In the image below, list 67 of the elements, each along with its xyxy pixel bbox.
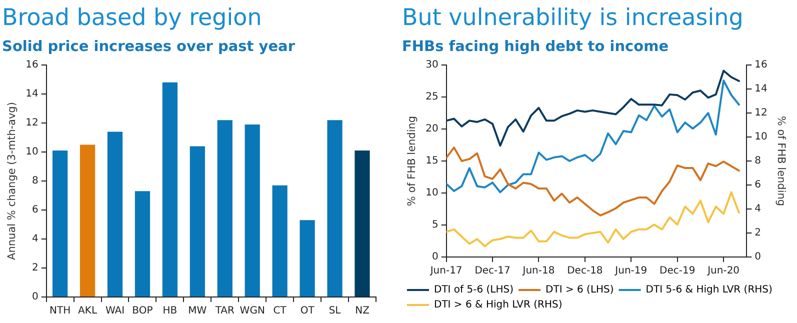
y2-tick-label: 10 <box>754 132 768 143</box>
y-tick-label: 12 <box>26 118 38 129</box>
bar <box>354 150 370 296</box>
x-tick-label: Jun-20 <box>706 266 740 277</box>
x-tick-label: HB <box>162 306 178 317</box>
bar <box>107 132 123 296</box>
x-tick-label: SL <box>328 306 342 317</box>
chart-title: But vulnerability is increasing <box>402 4 744 32</box>
bar <box>272 185 288 296</box>
bar <box>327 120 342 296</box>
y2-tick-label: 12 <box>754 108 768 119</box>
bar <box>244 124 260 296</box>
y-tick-label: 8 <box>32 176 38 187</box>
y2-tick-label: 16 <box>754 60 768 71</box>
x-tick-label: WGN <box>240 306 265 317</box>
y2-tick-label: 14 <box>754 84 768 95</box>
x-tick-label: Jun-19 <box>614 266 648 277</box>
y-tick-label: 0 <box>432 252 438 263</box>
x-tick-label: NTH <box>50 306 71 317</box>
chart-subtitle: FHBs facing high debt to income <box>402 38 670 56</box>
y2-tick-label: 4 <box>754 204 762 215</box>
y2-tick-label: 8 <box>754 156 762 167</box>
x-tick-label: Dec-17 <box>474 266 510 277</box>
x-tick-label: Jun-18 <box>522 266 555 277</box>
x-tick-label: Dec-18 <box>567 266 603 277</box>
y-axis-title: Annual % change (3-mth-avg) <box>6 102 18 260</box>
y-tick-label: 10 <box>426 188 438 199</box>
legend-label: DTI > 6 & High LVR (RHS) <box>434 300 562 311</box>
x-tick-label: Jun-17 <box>429 266 462 277</box>
y2-tick-label: 2 <box>754 228 762 239</box>
y-tick-label: 5 <box>432 220 438 231</box>
y-tick-label: 10 <box>26 146 38 158</box>
legend-label: DTI 5-6 & High LVR (RHS) <box>646 284 773 296</box>
y-tick-label: 25 <box>426 92 438 103</box>
y-tick-label: 30 <box>426 60 438 71</box>
x-tick-label: AKL <box>78 306 98 317</box>
y-tick-label: 2 <box>32 262 38 274</box>
bar <box>80 144 96 296</box>
y-tick-label: 0 <box>32 292 38 303</box>
bar <box>300 220 315 296</box>
legend-label: DTI > 6 (LHS) <box>546 284 614 296</box>
x-tick-label: CT <box>273 306 288 317</box>
y-tick-label: 14 <box>26 88 38 100</box>
y-tick-label: 16 <box>26 60 38 71</box>
bar <box>52 150 68 296</box>
chart-title: Broad based by region <box>2 4 263 32</box>
x-tick-label: NZ <box>355 306 370 317</box>
bar <box>190 146 205 296</box>
y2-tick-label: 6 <box>754 180 762 191</box>
bar <box>134 191 150 296</box>
y2-axis-title: % of FHB lending <box>774 116 787 206</box>
x-tick-label: BOP <box>132 306 153 317</box>
x-tick-label: OT <box>300 306 316 317</box>
bar <box>217 120 232 296</box>
y-tick-label: 4 <box>32 234 38 245</box>
chart-subtitle: Solid price increases over past year <box>2 38 296 56</box>
y2-tick-label: 0 <box>754 252 762 263</box>
bar <box>162 82 178 296</box>
y-tick-label: 20 <box>426 124 438 135</box>
x-tick-label: MW <box>188 306 207 317</box>
x-tick-label: WAI <box>105 306 125 317</box>
x-tick-label: Dec-19 <box>660 266 696 277</box>
y-tick-label: 15 <box>426 156 438 167</box>
y-axis-title: % of FHB lending <box>406 116 418 206</box>
legend-label: DTI of 5-6 (LHS) <box>434 284 514 296</box>
x-tick-label: TAR <box>214 306 235 317</box>
y-tick-label: 6 <box>32 204 38 216</box>
